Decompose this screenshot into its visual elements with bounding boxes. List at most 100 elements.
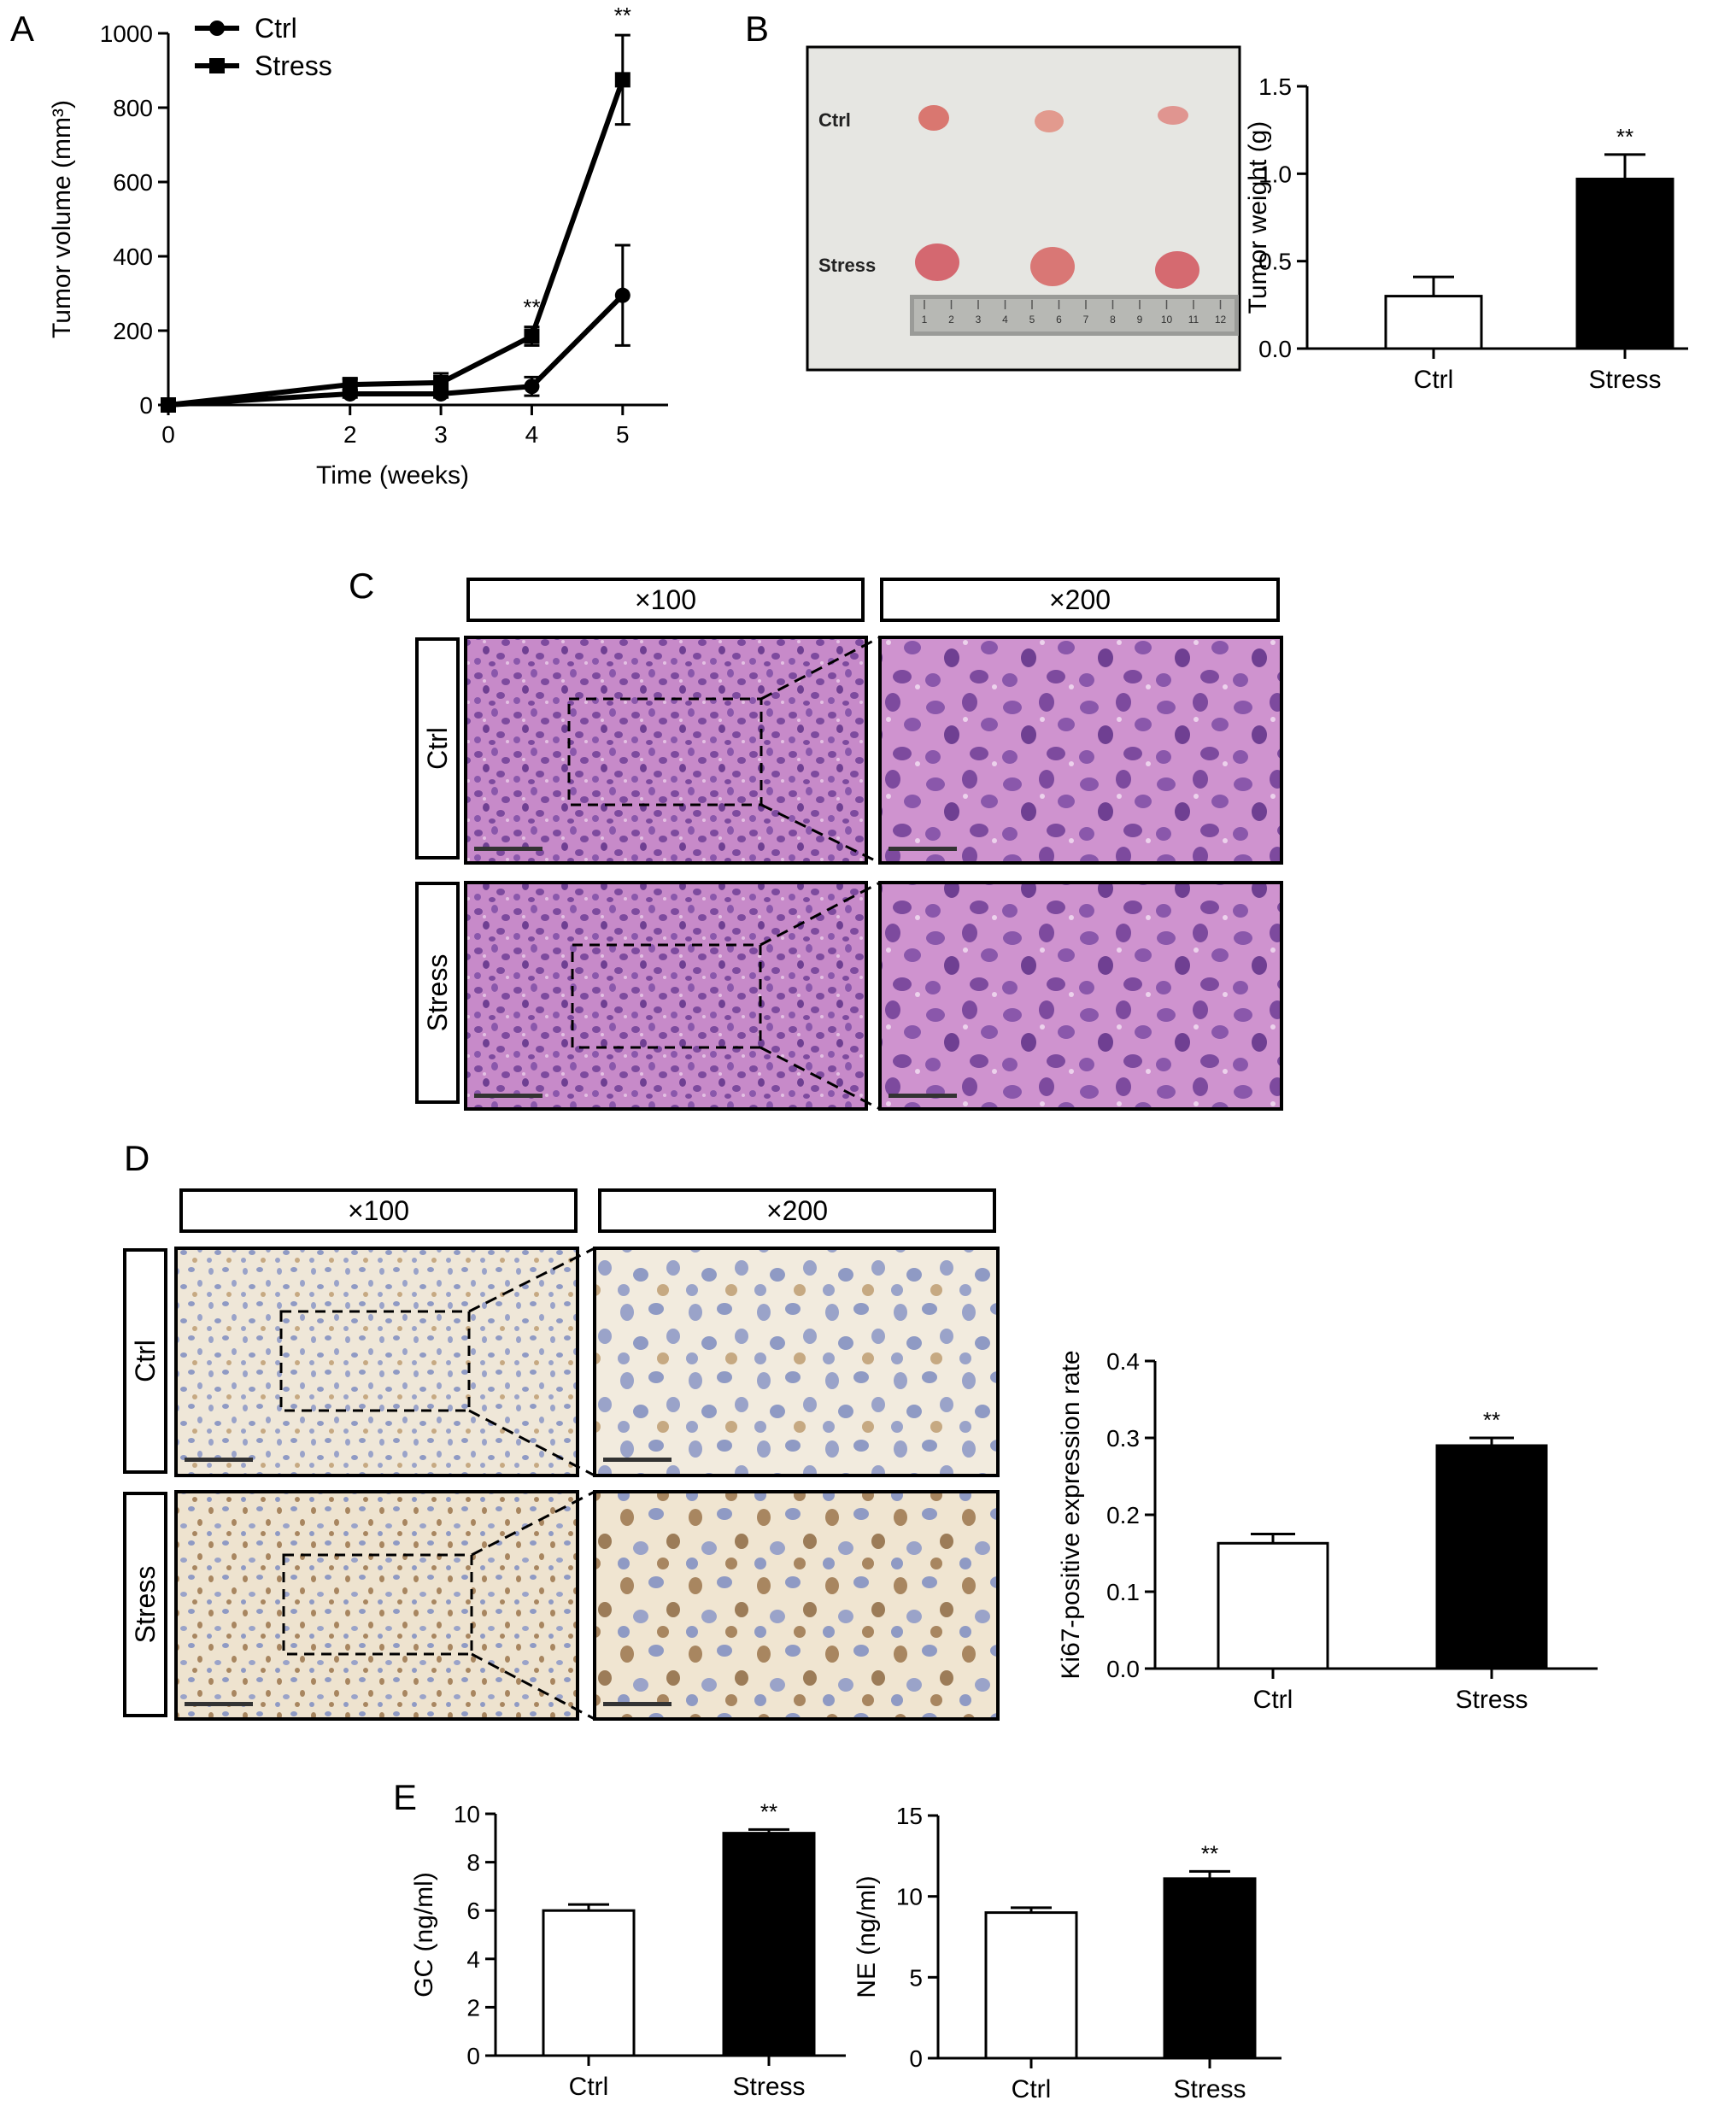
legend-marker-stress <box>209 58 225 73</box>
he-stress-100x <box>464 881 868 1111</box>
y-tick-label: 0.3 <box>1106 1425 1140 1452</box>
point-stress <box>161 397 176 413</box>
y-axis-label: GC (ng/ml) <box>410 1872 438 1998</box>
ruler-tick-label: 4 <box>1002 314 1008 326</box>
panel-c-histology: ×100 ×200 Ctrl Stress <box>415 578 1283 1111</box>
point-stress <box>433 374 449 390</box>
y-tick-label: 600 <box>113 169 153 196</box>
x-tick-label: Stress <box>1588 366 1661 394</box>
y-tick-label: 1.0 <box>1258 161 1292 187</box>
ruler-tick-label: 7 <box>1083 314 1089 326</box>
row-box-d-stress <box>123 1492 167 1717</box>
mag-box-d-low <box>179 1188 578 1233</box>
ruler-tick-label: 6 <box>1056 314 1062 326</box>
point-stress <box>524 328 540 344</box>
y-tick-label: 1.5 <box>1258 73 1292 100</box>
significance-marker: ** <box>1483 1407 1500 1433</box>
mag-box-c-low <box>466 578 865 622</box>
zoom-box-c-stress <box>571 943 762 1049</box>
zoom-box-d-ctrl <box>279 1310 471 1412</box>
y-tick-label: 4 <box>466 1946 480 1973</box>
ruler-tick-label: 3 <box>976 314 982 326</box>
ruler-tick-label: 11 <box>1188 314 1199 326</box>
ruler-tick-label: 5 <box>1029 314 1035 326</box>
zoom-line-c-ctrl-top <box>760 636 881 701</box>
mag-label-d-high: ×200 <box>766 1195 828 1226</box>
significance-marker: ** <box>1616 124 1633 150</box>
row-label-d-stress: Stress <box>130 1566 161 1644</box>
point-stress <box>614 72 630 88</box>
y-tick-label: 0.0 <box>1258 336 1292 362</box>
y-tick-label: 0 <box>139 392 153 419</box>
bar-ctrl <box>542 1909 636 2057</box>
row-label-d-ctrl: Ctrl <box>130 1340 161 1382</box>
ruler-tick-label: 1 <box>922 314 928 326</box>
bar-stress <box>722 1832 816 2057</box>
ruler-tick-label: 8 <box>1110 314 1116 326</box>
tumor-ctrl-1 <box>918 105 949 131</box>
row-box-c-stress <box>415 882 460 1104</box>
ruler-tick-label: 10 <box>1161 314 1173 326</box>
tumor-stress-1 <box>915 243 959 281</box>
y-tick-label: 15 <box>896 1803 923 1829</box>
chart-a-tumor-volume: 0 200 400 600 800 1000 0 2 3 4 5 ** ** Ctrl Stress Time… <box>48 3 668 490</box>
y-tick-label: 2 <box>466 1994 480 2021</box>
zoom-box-c-ctrl <box>567 697 763 807</box>
row-label-c-ctrl: Ctrl <box>422 727 453 770</box>
legend-marker-ctrl <box>209 21 225 36</box>
zoom-box-d-stress <box>282 1553 473 1656</box>
photo-label-ctrl: Ctrl <box>818 109 851 131</box>
tumor-ctrl-2 <box>1035 110 1064 132</box>
chart-e-ne: 0 5 10 15 Ctrl Stress ** NE (ng/ml) <box>853 1803 1281 2103</box>
ruler-tick-label: 2 <box>948 314 954 326</box>
he-ctrl-100x <box>464 636 868 865</box>
y-tick-label: 0 <box>909 2045 923 2072</box>
chart-b-tumor-weight: 0.0 0.5 1.0 1.5 Ctrl Stress ** Tumor weight (g) <box>1244 73 1688 394</box>
photo-label-stress: Stress <box>818 255 876 276</box>
zoom-line-d-ctrl-top <box>468 1247 595 1313</box>
tumor-ctrl-3 <box>1158 106 1188 125</box>
he-ctrl-200x <box>878 636 1283 865</box>
panel-letter-a: A <box>10 9 34 49</box>
scale-bar-d-1 <box>185 1458 253 1462</box>
point-ctrl <box>614 287 630 303</box>
scale-bar-d-4 <box>603 1702 672 1706</box>
mag-label-c-low: ×100 <box>635 584 696 615</box>
x-tick-label: Ctrl <box>569 2073 609 2101</box>
y-tick-label: 400 <box>113 243 153 270</box>
tumor-photo: Ctrl Stress 1 2 3 4 5 6 7 8 9 10 11 12 <box>806 45 1241 372</box>
x-tick-label: Ctrl <box>1253 1686 1293 1714</box>
x-tick-label: 5 <box>616 421 630 448</box>
legend-label-ctrl: Ctrl <box>255 13 297 44</box>
mag-label-c-high: ×200 <box>1049 584 1111 615</box>
bar-stress <box>1163 1877 1257 2060</box>
ruler: 1 2 3 4 5 6 7 8 9 10 11 12 <box>910 295 1239 336</box>
x-tick-label: 2 <box>343 421 357 448</box>
zoom-line-d-ctrl-bottom <box>468 1409 595 1477</box>
panel-d-ihc: ×100 ×200 Ctrl Stress <box>123 1188 1000 1721</box>
bar-ctrl <box>984 1911 1078 2060</box>
point-stress <box>342 377 358 393</box>
y-tick-label: 0.4 <box>1106 1348 1140 1375</box>
scale-bar-c-3 <box>474 1094 542 1098</box>
mag-label-d-low: ×100 <box>348 1195 409 1226</box>
scale-bar-d-2 <box>603 1458 672 1462</box>
y-tick-label: 10 <box>896 1884 923 1910</box>
y-axis-label: Tumor weight (g) <box>1244 121 1272 314</box>
x-tick-label: Stress <box>732 2073 805 2101</box>
zoom-line-c-stress-bottom <box>760 1046 881 1111</box>
panel-letter-b: B <box>745 9 769 49</box>
panel-letter-d: D <box>124 1138 150 1178</box>
scale-bar-c-1 <box>474 847 542 851</box>
y-tick-label: 200 <box>113 318 153 344</box>
panel-letter-e: E <box>393 1777 417 1817</box>
point-ctrl <box>524 378 540 395</box>
chart-e-gc: 0 2 4 6 8 10 Ctrl Stress ** GC (ng/ml) <box>410 1798 846 2101</box>
bar-ctrl <box>1217 1541 1329 1670</box>
bar-stress <box>1575 177 1674 350</box>
scale-bar-d-3 <box>185 1702 253 1706</box>
bar-ctrl <box>1384 295 1483 350</box>
x-tick-label: 3 <box>434 421 448 448</box>
y-axis-label: Ki67-positive expression rate <box>1057 1350 1085 1679</box>
